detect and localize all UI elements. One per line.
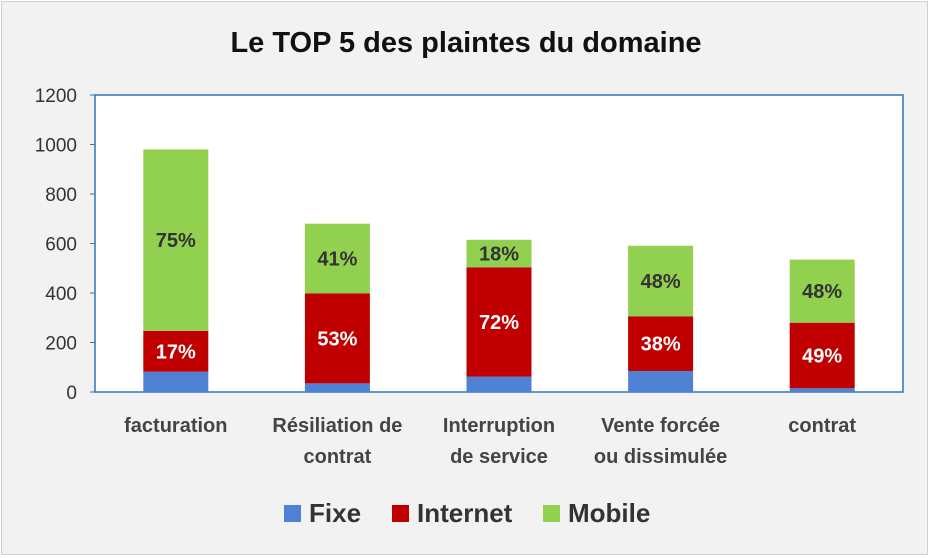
bar-segment-fixe [143, 371, 209, 392]
legend-swatch-fixe [284, 505, 301, 522]
bar-segment-fixe [789, 388, 855, 392]
bar-data-label: 38% [641, 334, 681, 356]
bar-segment-fixe [628, 370, 694, 392]
y-tick-label: 1200 [35, 86, 77, 107]
bar-segment-internet [143, 330, 209, 372]
bar-segment-mobile [466, 239, 532, 268]
bar-data-label: 53% [317, 328, 357, 350]
y-axis: 0 200 400 600 800 1000 1200 [35, 86, 95, 404]
legend-swatch-internet [392, 505, 409, 522]
category-label: facturation [124, 415, 227, 437]
category-label: Vente forcée ou dissimulée [594, 415, 727, 468]
y-tick-label: 800 [45, 185, 77, 206]
legend-label-fixe: Fixe [309, 498, 361, 528]
bar-segment-internet [304, 293, 370, 384]
bar-segment-mobile [628, 245, 694, 317]
bar-segment-internet [628, 316, 694, 371]
bar-data-label: 72% [479, 312, 519, 334]
chart-title: Le TOP 5 des plaintes du domaine [230, 27, 701, 59]
bar-data-label: 48% [641, 271, 681, 293]
y-tick-label: 600 [45, 235, 77, 256]
legend: Fixe Internet Mobile [284, 498, 650, 528]
y-tick-label: 200 [45, 334, 77, 355]
bar-segment-fixe [466, 376, 532, 392]
y-tick-label: 0 [66, 383, 77, 404]
bar-segment-mobile [304, 223, 370, 294]
x-axis: facturation Résiliation de contrat Interrup… [124, 415, 856, 468]
bars: 17% 75% 53% 41% 72% 18% 38% 48% 49% 48% [143, 149, 855, 392]
y-tick-label: 400 [45, 284, 77, 305]
bar-segment-mobile [789, 259, 855, 323]
bar-segment-mobile [143, 149, 209, 331]
bar-data-label: 17% [156, 341, 196, 363]
legend-label-mobile: Mobile [568, 498, 650, 528]
category-label: Résiliation de contrat [272, 415, 402, 468]
category-label: contrat [788, 415, 856, 437]
bar-data-label: 48% [802, 281, 842, 303]
bar-segment-fixe [304, 383, 370, 392]
legend-label-internet: Internet [417, 498, 513, 528]
legend-swatch-mobile [543, 505, 560, 522]
bar-data-label: 18% [479, 244, 519, 266]
bar-data-label: 49% [802, 345, 842, 367]
bar-data-label: 41% [317, 249, 357, 271]
bar-segment-internet [466, 267, 532, 377]
category-label: Interruption de service [443, 415, 555, 468]
bar-data-label: 75% [156, 230, 196, 252]
bar-segment-internet [789, 322, 855, 389]
y-tick-label: 1000 [35, 136, 77, 157]
